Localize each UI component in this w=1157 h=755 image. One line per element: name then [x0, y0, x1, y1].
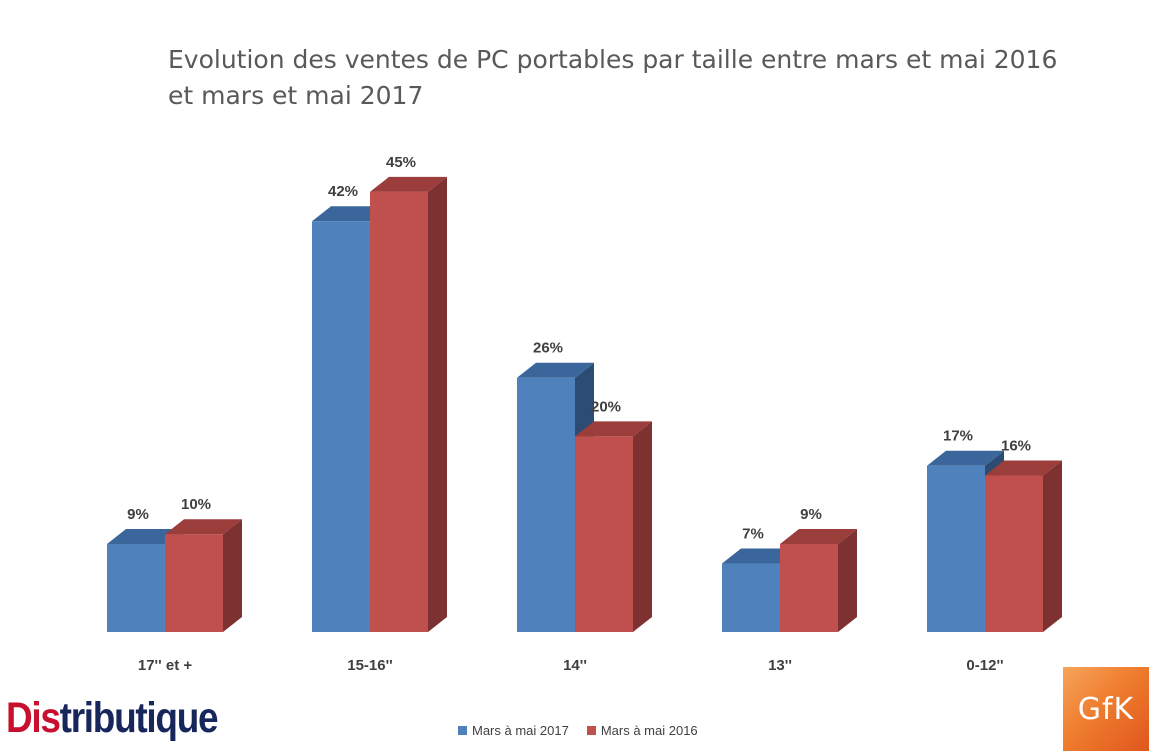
bar-top	[107, 528, 184, 544]
legend-swatch-series-2	[586, 726, 596, 735]
bar-chart: 9% 10% 17'' et + 42% 45% 15-16'' 26% 20% 14'' 7% 9…	[107, 154, 1062, 674]
x-tick-label: 13''	[768, 657, 792, 674]
bar-group: 26% 20% 14''	[517, 340, 652, 674]
bar	[107, 543, 165, 632]
bar	[370, 191, 428, 632]
bar-top	[575, 421, 652, 437]
legend-item-series-1: Mars à mai 2017	[458, 723, 569, 738]
bar-side	[428, 176, 447, 632]
data-label: 9%	[800, 506, 822, 523]
bar	[517, 377, 575, 632]
bar	[165, 534, 223, 632]
chart-title-line2: et mars et mai 2017	[168, 81, 424, 110]
bar-group: 17% 16% 0-12''	[927, 428, 1062, 674]
x-tick-label: 17'' et +	[138, 657, 192, 674]
data-label: 16%	[1001, 438, 1031, 455]
bar-side	[633, 421, 652, 632]
x-tick-label: 0-12''	[966, 657, 1003, 674]
bar	[575, 436, 633, 632]
legend-label-series-2: Mars à mai 2016	[600, 723, 698, 738]
chart-title: Evolution des ventes de PC portables par…	[168, 42, 1068, 114]
data-label: 42%	[328, 183, 358, 200]
legend-swatch-series-1	[458, 726, 467, 735]
gfk-logo: GfK	[1063, 667, 1149, 751]
x-tick-label: 14''	[563, 657, 587, 674]
bar-side	[838, 528, 857, 632]
data-label: 10%	[181, 496, 211, 513]
data-label: 20%	[591, 398, 621, 415]
bar	[312, 221, 370, 633]
bar-group: 9% 10% 17'' et +	[107, 496, 242, 674]
legend-item-series-2: Mars à mai 2016	[586, 723, 698, 738]
bar-top	[370, 176, 447, 192]
x-tick-label: 15-16''	[347, 657, 393, 674]
bar-top	[722, 548, 799, 564]
bar-side	[1043, 460, 1062, 632]
bar-top	[312, 206, 389, 222]
legend-label-series-1: Mars à mai 2017	[472, 723, 569, 738]
data-label: 45%	[386, 154, 416, 171]
bar-top	[927, 450, 1004, 466]
chart-title-line1: Evolution des ventes de PC portables par…	[168, 45, 1058, 74]
bar	[722, 563, 780, 632]
distributique-logo: Distributique	[6, 694, 219, 742]
bar	[985, 475, 1043, 632]
bar-side	[223, 519, 242, 632]
bar-top	[517, 362, 594, 378]
bar	[927, 465, 985, 632]
data-label: 9%	[127, 506, 149, 523]
bar-group: 42% 45% 15-16''	[312, 154, 447, 674]
bar-group: 7% 9% 13''	[722, 506, 857, 674]
bar	[780, 543, 838, 632]
data-label: 7%	[742, 526, 764, 543]
bar-top	[165, 519, 242, 535]
bar-top	[780, 528, 857, 544]
data-label: 26%	[533, 340, 563, 357]
chart-legend: Mars à mai 2017 Mars à mai 2016	[458, 723, 698, 738]
data-label: 17%	[943, 428, 973, 445]
bar-top	[985, 460, 1062, 476]
